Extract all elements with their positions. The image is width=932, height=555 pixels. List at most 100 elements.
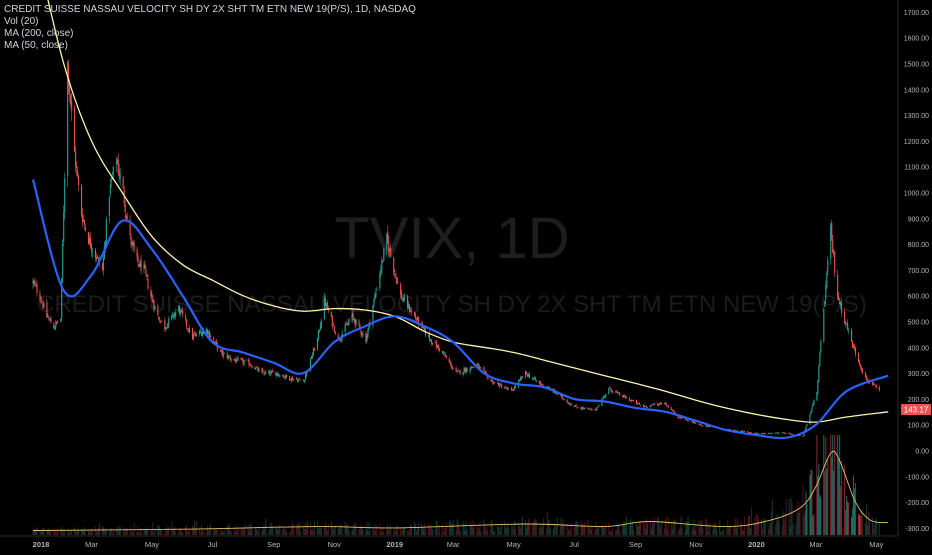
price-tick-label: 900.00 — [908, 216, 930, 223]
candle-body — [242, 359, 244, 364]
volume-bar — [538, 526, 540, 535]
candle-body — [527, 374, 530, 376]
volume-bar — [660, 520, 662, 535]
candle-body — [487, 375, 489, 380]
volume-bar — [741, 524, 743, 535]
time-axis[interactable]: 2018 Mar May Jul Sep Nov 2019 Mar May Jul Sep Nov 20… — [0, 0, 899, 549]
volume-bar — [140, 527, 142, 535]
candle-body — [798, 435, 800, 436]
volume-bar — [737, 518, 739, 535]
candle — [403, 294, 405, 303]
price-tick-label: 1100.00 — [904, 165, 929, 172]
candle-body — [33, 280, 35, 283]
candle — [312, 347, 315, 356]
candle — [43, 300, 45, 309]
volume-bar — [643, 521, 645, 535]
volume-bar — [188, 531, 190, 535]
candle — [684, 418, 686, 420]
candle-body — [555, 393, 557, 395]
candle-body — [430, 340, 432, 344]
volume-bar — [235, 531, 237, 535]
candle — [57, 319, 59, 324]
candle-body — [132, 240, 134, 246]
volume-bar — [185, 526, 187, 535]
volume-bar — [726, 528, 728, 535]
candle-body — [653, 403, 655, 405]
candle — [695, 423, 697, 425]
candle-body — [857, 353, 860, 362]
volume-bar — [244, 522, 246, 535]
candle-body — [686, 419, 688, 421]
candle-body — [504, 387, 506, 389]
price-axis[interactable]: 1700.001600.001500.001400.001300.001200.… — [904, 10, 929, 533]
candle-body — [247, 359, 249, 361]
candle-body — [347, 322, 349, 326]
volume-bar — [174, 526, 176, 535]
candle — [40, 295, 42, 305]
volume-bar — [147, 529, 149, 535]
volume-bar — [421, 528, 423, 535]
volume-bar — [477, 529, 479, 535]
candle-body — [303, 380, 306, 382]
candle — [299, 377, 301, 380]
candle-body — [234, 358, 236, 361]
candle-body — [582, 407, 584, 409]
candle-body — [297, 379, 299, 382]
legend-indicator-ma50[interactable]: MA (50, close) — [4, 40, 68, 51]
candle-body — [568, 402, 570, 404]
candle — [605, 393, 607, 398]
volume-bar — [666, 529, 668, 535]
legend-indicator-ma200[interactable]: MA (200, close) — [4, 28, 74, 39]
candle-body — [188, 330, 190, 332]
volume-bar — [179, 529, 181, 535]
candle-body — [874, 385, 876, 387]
volume-bar — [49, 531, 51, 535]
volume-bar — [103, 529, 105, 535]
candle — [437, 344, 439, 351]
candle — [617, 390, 619, 394]
volume-bar — [240, 527, 242, 535]
candle — [248, 357, 250, 368]
candle — [220, 349, 222, 354]
legend-indicator-volume[interactable]: Vol (20) — [4, 16, 39, 27]
candle-body — [875, 385, 877, 388]
volume-bar — [539, 524, 541, 535]
candle — [410, 307, 412, 313]
candle-body — [459, 370, 461, 374]
candle-body — [767, 433, 769, 434]
volume-bar — [570, 522, 572, 535]
volume-bar — [526, 528, 528, 535]
candle — [860, 365, 863, 372]
candle-body — [859, 364, 862, 368]
candle — [790, 433, 792, 435]
volume-bar — [531, 524, 533, 535]
candle-body — [573, 405, 575, 407]
candle-body — [590, 408, 592, 410]
volume-bar — [504, 521, 506, 535]
candle — [263, 373, 265, 375]
candle-body — [313, 348, 315, 351]
candle — [493, 381, 495, 385]
volume-bar — [271, 523, 273, 535]
candle — [175, 309, 177, 320]
candle — [157, 303, 159, 316]
candle — [249, 362, 251, 366]
candle-body — [533, 377, 535, 379]
volume-bar — [740, 522, 742, 535]
volume-bar — [195, 527, 197, 535]
volume-bar — [469, 522, 471, 535]
volume-bar — [762, 518, 764, 535]
volume-bar — [366, 530, 368, 535]
volume-bar — [707, 523, 709, 535]
candle-body — [95, 257, 97, 260]
candle — [692, 421, 694, 424]
volume-bar — [602, 525, 604, 535]
candle — [666, 405, 668, 407]
volume-bar — [293, 524, 295, 535]
candle — [582, 406, 584, 410]
volume-bar — [119, 526, 121, 535]
candle-body — [493, 382, 495, 385]
candle — [326, 299, 328, 310]
